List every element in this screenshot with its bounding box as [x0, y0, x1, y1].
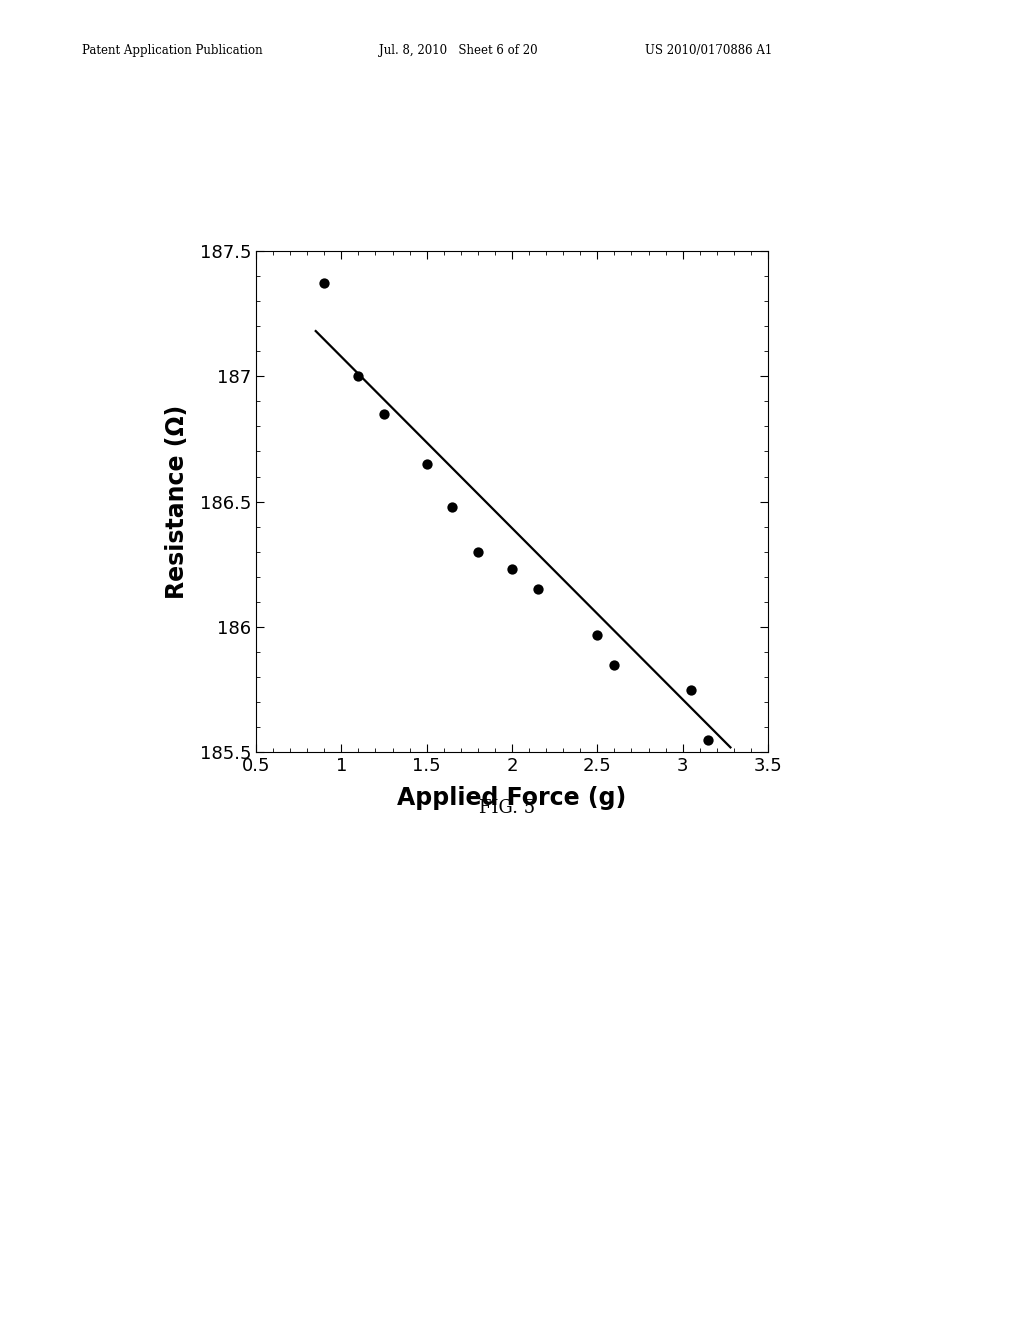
Point: [589, 624, 605, 645]
Text: FIG. 5: FIG. 5: [479, 799, 535, 817]
Text: US 2010/0170886 A1: US 2010/0170886 A1: [645, 44, 772, 57]
Text: Patent Application Publication: Patent Application Publication: [82, 44, 262, 57]
Point: [529, 578, 546, 599]
Point: [444, 496, 461, 517]
Point: [316, 273, 333, 294]
Y-axis label: Resistance (Ω): Resistance (Ω): [165, 404, 188, 599]
Point: [606, 655, 623, 676]
Point: [350, 366, 367, 387]
Point: [700, 730, 717, 751]
Point: [683, 680, 699, 701]
Text: Jul. 8, 2010   Sheet 6 of 20: Jul. 8, 2010 Sheet 6 of 20: [379, 44, 538, 57]
X-axis label: Applied Force (g): Applied Force (g): [397, 787, 627, 810]
Point: [376, 403, 392, 424]
Point: [504, 558, 520, 579]
Point: [470, 541, 486, 562]
Point: [419, 453, 435, 474]
